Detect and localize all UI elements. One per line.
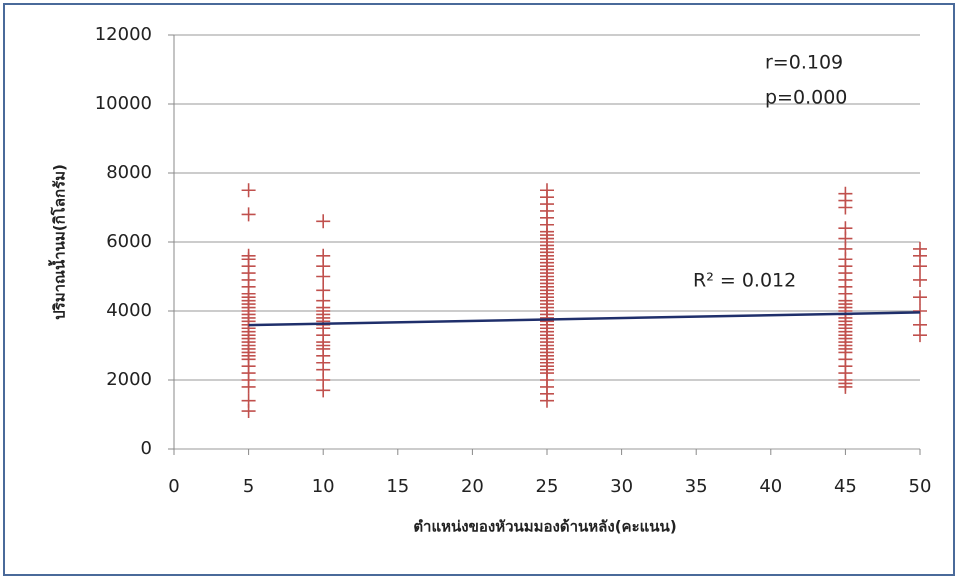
annotation: r=0.109 [765,52,843,74]
chart-frame [3,3,955,576]
annotation: p=0.000 [765,87,847,109]
annotation: R² = 0.012 [693,270,796,292]
y-tick-label: 6000 [106,231,152,252]
point [838,221,853,236]
point [838,186,853,201]
point [913,304,927,318]
point [316,283,331,298]
x-tick-label: 15 [386,476,409,497]
point [241,248,256,263]
point [913,241,927,256]
x-tick-label: 25 [536,476,559,497]
x-tick-label: 5 [243,476,254,497]
y-tick-label: 8000 [106,162,152,183]
x-axis-label: ตำแหน่งของหัวนมมองด้านหลัง(คะแนน) [413,518,676,536]
point [316,248,331,263]
x-tick-label: 30 [610,476,633,497]
x-tick-label: 35 [685,476,708,497]
x-tick-label: 0 [168,476,179,497]
x-tick-label: 40 [759,476,782,497]
y-tick-label: 4000 [106,300,152,321]
y-tick-label: 2000 [106,369,152,390]
y-axis-label: ปริมาณน้ำนม(กิโลกรัม) [48,164,69,320]
point [913,290,927,305]
trendline [248,311,921,327]
x-tick-label: 20 [461,476,484,497]
point [241,393,256,408]
point [241,183,256,198]
point [913,317,927,332]
x-tick-label: 45 [834,476,857,497]
point [913,272,927,287]
point [540,183,554,198]
x-tick-label: 10 [312,476,335,497]
point [316,214,331,229]
y-tick-label: 12000 [95,24,152,45]
x-tick-label: 50 [909,476,932,497]
y-tick-label: 10000 [95,93,152,114]
point [241,207,256,222]
y-tick-label: 0 [141,438,152,459]
